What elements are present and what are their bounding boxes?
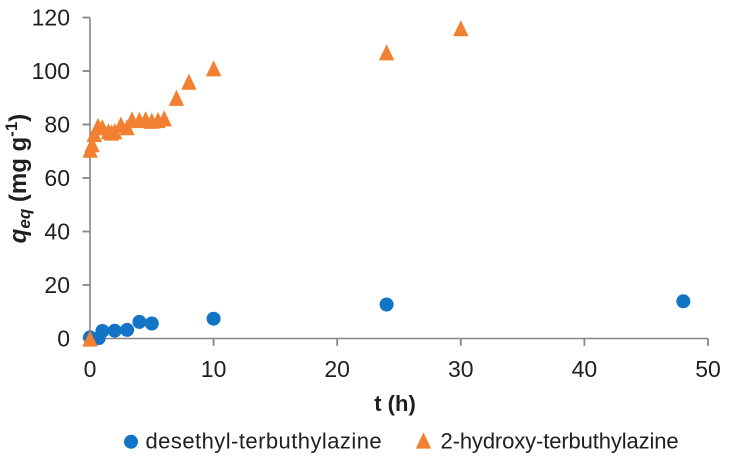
- svg-text:0: 0: [57, 326, 70, 352]
- svg-text:50: 50: [695, 356, 721, 382]
- svg-text:30: 30: [448, 356, 474, 382]
- svg-text:desethyl-terbuthylazine: desethyl-terbuthylazine: [146, 429, 383, 454]
- svg-text:2-hydroxy-terbuthylazine: 2-hydroxy-terbuthylazine: [441, 429, 679, 454]
- svg-text:20: 20: [44, 272, 70, 298]
- svg-text:40: 40: [572, 356, 598, 382]
- svg-text:0: 0: [84, 356, 97, 382]
- svg-text:120: 120: [32, 5, 70, 31]
- svg-text:qeq (mg g-1): qeq (mg g-1): [2, 114, 34, 244]
- svg-text:100: 100: [32, 58, 70, 84]
- svg-text:40: 40: [44, 219, 70, 245]
- svg-text:80: 80: [44, 112, 70, 138]
- svg-text:10: 10: [201, 356, 227, 382]
- svg-text:20: 20: [324, 356, 350, 382]
- svg-text:t (h): t (h): [374, 391, 416, 416]
- svg-text:60: 60: [44, 165, 70, 191]
